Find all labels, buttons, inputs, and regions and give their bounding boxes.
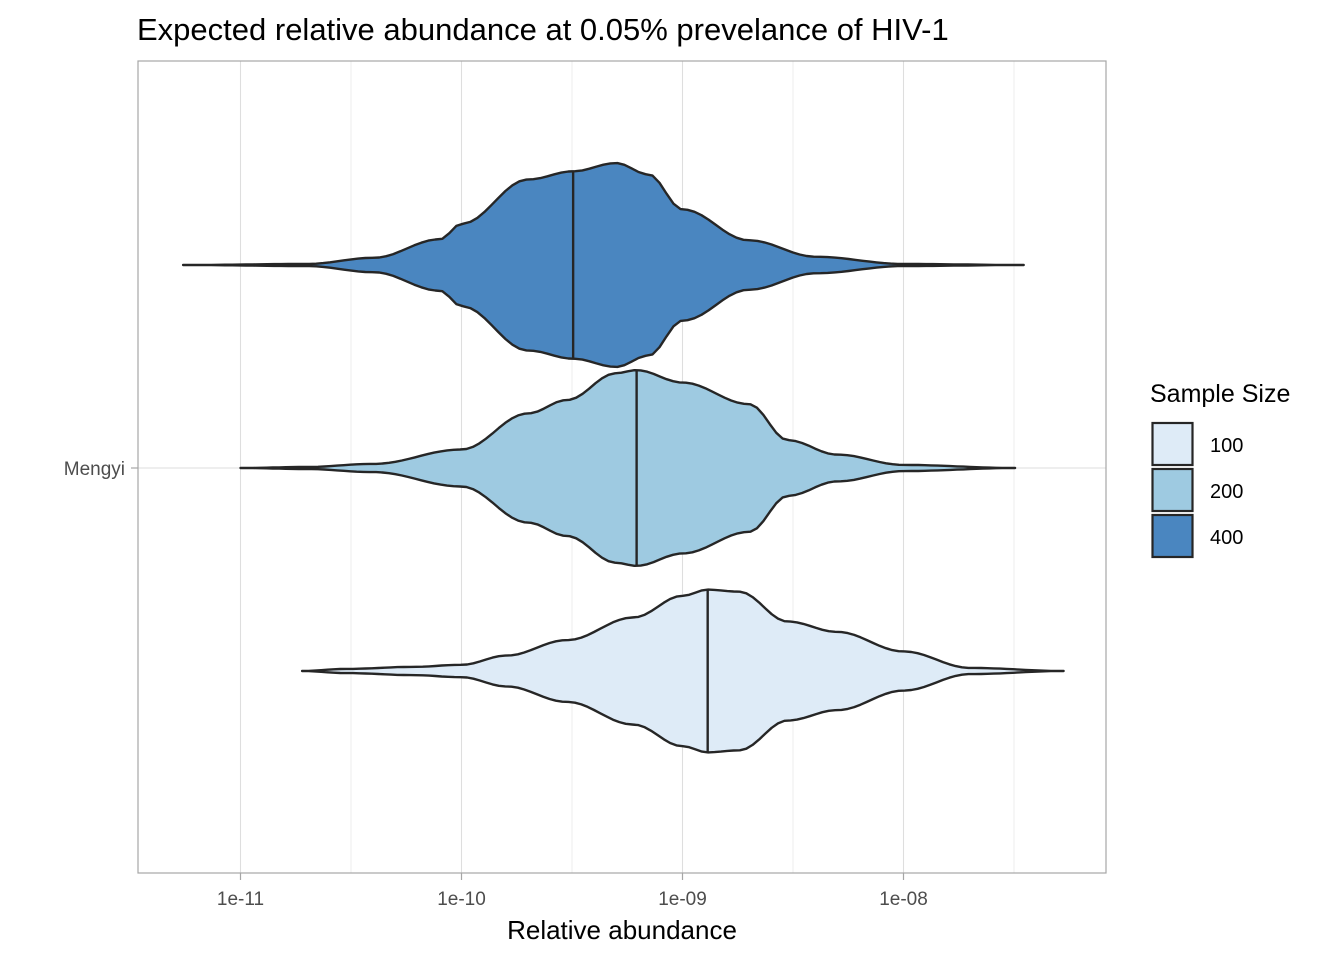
legend-key-400 (1151, 513, 1194, 559)
x-tick-label: 1e-11 (217, 889, 264, 910)
x-axis-title: Relative abundance (507, 915, 737, 945)
legend-label-200: 200 (1210, 481, 1243, 503)
chart-title: Expected relative abundance at 0.05% pre… (137, 12, 949, 47)
legend-label-400: 400 (1210, 527, 1243, 549)
legend-key-200 (1151, 467, 1194, 513)
legend-key-100 (1151, 421, 1194, 467)
legend-label-100: 100 (1210, 435, 1243, 457)
legend: Sample Size 100 200 400 (1150, 380, 1290, 559)
legend-title: Sample Size (1150, 380, 1290, 408)
violin-400 (181, 161, 1025, 369)
x-tick-label: 1e-10 (437, 889, 486, 910)
axes: 1e-11 1e-10 1e-09 1e-08 Mengyi (64, 459, 928, 910)
violin-100 (300, 588, 1065, 754)
panel-border (137, 60, 1107, 874)
y-tick-label: Mengyi (64, 459, 125, 480)
x-tick-label: 1e-08 (879, 889, 928, 910)
violin-200 (239, 369, 1017, 567)
x-tick-label: 1e-09 (658, 889, 707, 910)
violin-layer (181, 161, 1065, 754)
